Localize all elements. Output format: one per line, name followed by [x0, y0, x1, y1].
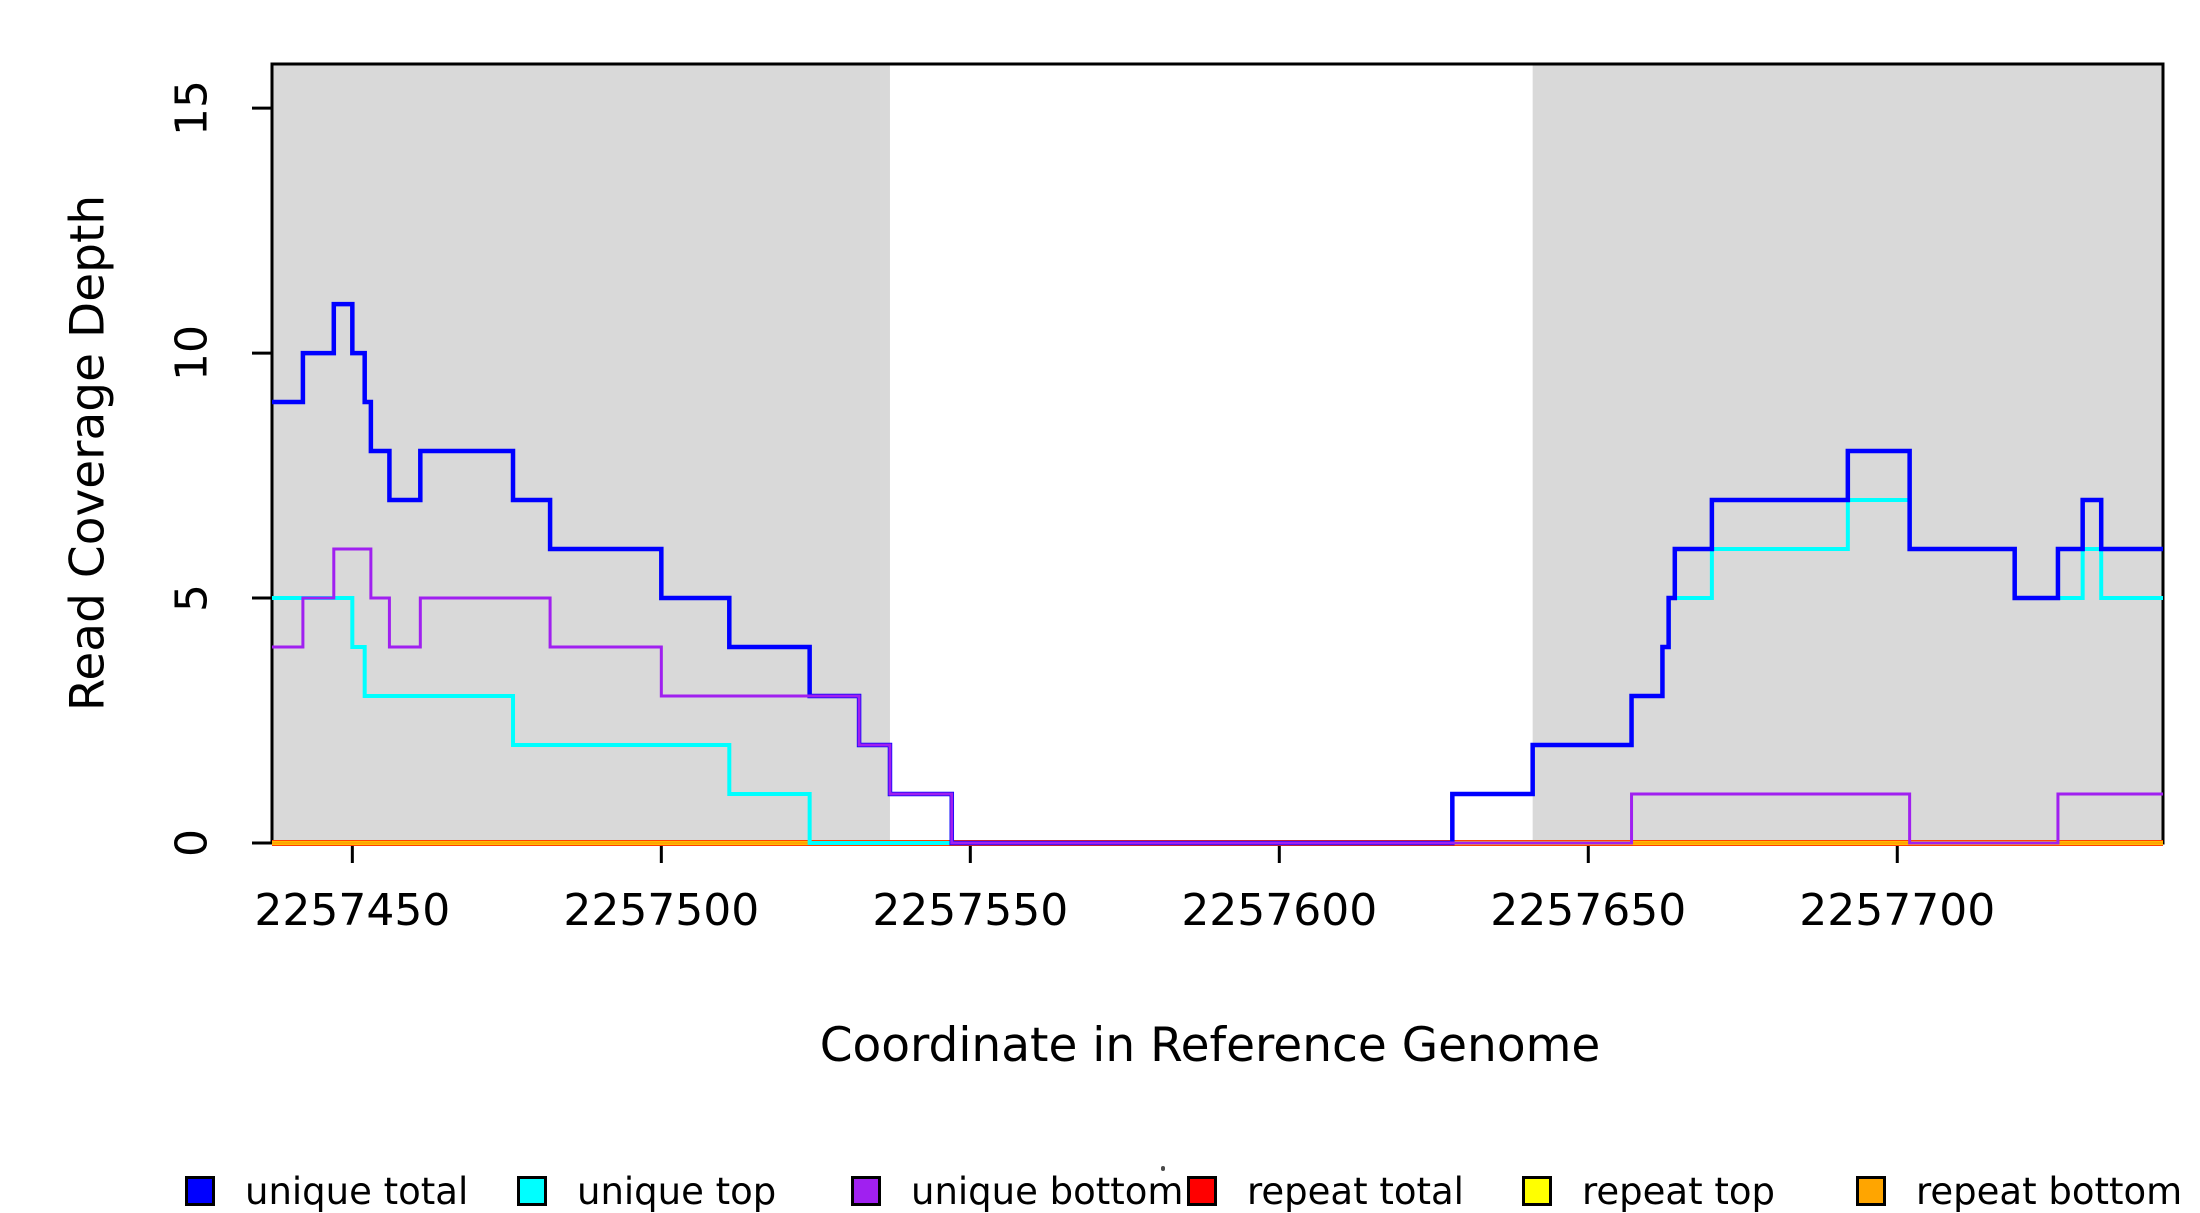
x-tick-label: 2257550 — [872, 885, 1069, 936]
y-tick-label: 15 — [166, 80, 218, 137]
x-axis-title: Coordinate in Reference Genome — [819, 1018, 1601, 1073]
legend-item-unique-top: unique top — [517, 1170, 776, 1213]
stray-dot — [1161, 1166, 1165, 1171]
legend-swatch-icon — [517, 1176, 547, 1206]
legend-swatch-icon — [1856, 1176, 1886, 1206]
series-line-unique-bottom — [272, 547, 2163, 845]
y-axis-title: Read Coverage Depth — [60, 194, 116, 712]
y-tick-label: 0 — [166, 829, 218, 857]
legend-label: repeat bottom — [1916, 1169, 2183, 1213]
legend-swatch-icon — [1187, 1176, 1217, 1206]
x-tick-label: 2257500 — [563, 885, 760, 936]
x-tick-label: 2257700 — [1799, 885, 1996, 936]
x-tick-label: 2257450 — [254, 885, 451, 936]
legend-label: repeat top — [1582, 1169, 1775, 1213]
y-tick-label: 5 — [166, 584, 218, 613]
legend-item-unique-bottom: unique bottom — [851, 1170, 1183, 1213]
legend-item-unique-total: unique total — [185, 1170, 468, 1213]
legend-label: unique total — [245, 1169, 469, 1213]
legend-swatch-icon — [1522, 1176, 1552, 1206]
x-tick-label: 2257650 — [1490, 885, 1687, 936]
shaded-region — [272, 64, 890, 843]
legend-item-repeat-bottom: repeat bottom — [1856, 1170, 2182, 1213]
legend-label: unique top — [577, 1169, 777, 1213]
legend-swatch-icon — [185, 1176, 215, 1206]
legend-label: repeat total — [1247, 1169, 1464, 1213]
y-tick-label: 10 — [166, 325, 218, 382]
legend-label: unique bottom — [911, 1169, 1184, 1213]
x-tick-label: 2257600 — [1181, 885, 1378, 936]
legend-item-repeat-total: repeat total — [1187, 1170, 1464, 1213]
legend-swatch-icon — [851, 1176, 881, 1206]
legend-item-repeat-top: repeat top — [1522, 1170, 1775, 1213]
